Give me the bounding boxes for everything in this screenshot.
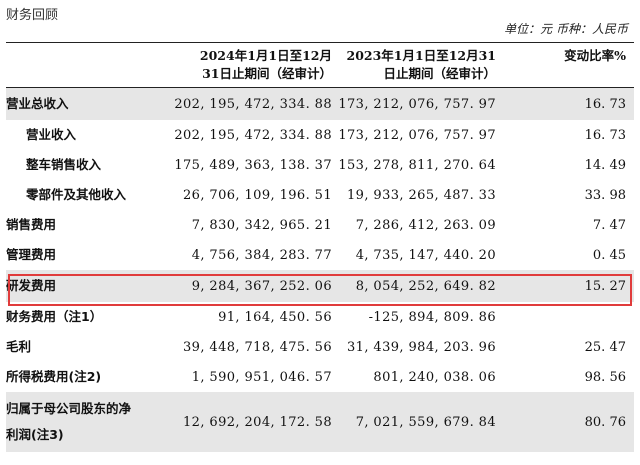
change-rate: 98. 56 [584,369,626,385]
value-2023: 31, 439, 984, 203. 96 [347,339,496,355]
change-rate: 33. 98 [584,187,626,203]
row-label: 毛利 [6,339,32,354]
financial-table: 2024年1月1日至12月 31日止期间（经审计） 2023年1月1日至12月3… [6,43,634,452]
value-2023: 801, 240, 038. 06 [373,369,496,385]
row-label: 零部件及其他收入 [26,187,127,202]
section-title: 财务回顾 [6,8,59,23]
value-2023: 4, 735, 147, 440. 20 [355,247,496,263]
row-label: 销售费用 [6,217,57,232]
row-label: 营业总收入 [6,96,69,111]
table-row: 整车销售收入 175, 489, 363, 138. 37 153, 278, … [6,150,634,180]
header-blank [6,43,174,87]
header-2024: 2024年1月1日至12月 31日止期间（经审计） [199,48,332,81]
table-row: 毛利 39, 448, 718, 475. 56 31, 439, 984, 2… [6,332,634,362]
row-label: 研发费用 [6,278,57,293]
value-2024: 202, 195, 472, 334. 88 [174,127,332,143]
change-rate: 0. 45 [592,247,626,263]
table-row: 财务费用（注1） 91, 164, 450. 56 -125, 894, 809… [6,302,634,332]
table-row: 管理费用 4, 756, 384, 283. 77 4, 735, 147, 4… [6,240,634,270]
change-rate: 16. 73 [584,127,626,143]
value-2023: 173, 212, 076, 757. 97 [338,96,496,112]
table-row: 零部件及其他收入 26, 706, 109, 196. 51 19, 933, … [6,180,634,210]
change-rate: 80. 76 [584,414,626,430]
row-label: 归属于母公司股东的净 利润(注3) [6,401,132,442]
value-2023: 7, 286, 412, 263. 09 [355,217,496,233]
value-2023: 153, 278, 811, 270. 64 [338,157,496,173]
change-rate: 15. 27 [584,278,626,294]
change-rate: 25. 47 [584,339,626,355]
value-2023: -125, 894, 809. 86 [368,309,496,325]
row-label: 整车销售收入 [26,157,102,172]
table-row: 营业总收入 202, 195, 472, 334. 88 173, 212, 0… [6,88,634,120]
value-2024: 9, 284, 367, 252. 06 [191,278,332,294]
unit-note: 单位：元 币种：人民币 [504,22,628,36]
change-rate: 7. 47 [592,217,626,233]
table-header: 2024年1月1日至12月 31日止期间（经审计） 2023年1月1日至12月3… [6,43,634,88]
row-label: 管理费用 [6,247,57,262]
value-2024: 91, 164, 450. 56 [218,309,332,325]
value-2024: 202, 195, 472, 334. 88 [174,96,332,112]
row-label: 所得税费用(注2) [6,369,102,384]
row-label: 财务费用（注1） [6,309,103,324]
table-row: 所得税费用(注2) 1, 590, 951, 046. 57 801, 240,… [6,362,634,392]
header-change: 变动比率% [564,48,626,63]
header-2023: 2023年1月1日至12月31 日止期间（经审计） [346,48,496,81]
change-rate: 14. 49 [584,157,626,173]
value-2024: 175, 489, 363, 138. 37 [174,157,332,173]
value-2024: 1, 590, 951, 046. 57 [191,369,332,385]
value-2023: 8, 054, 252, 649. 82 [355,278,496,294]
value-2024: 4, 756, 384, 283. 77 [191,247,332,263]
value-2023: 173, 212, 076, 757. 97 [338,127,496,143]
table-row: 销售费用 7, 830, 342, 965. 21 7, 286, 412, 2… [6,210,634,240]
value-2023: 7, 021, 559, 679. 84 [355,414,496,430]
table-row: 营业收入 202, 195, 472, 334. 88 173, 212, 07… [6,120,634,150]
change-rate: 16. 73 [584,96,626,112]
value-2024: 39, 448, 718, 475. 56 [183,339,332,355]
value-2024: 7, 830, 342, 965. 21 [191,217,332,233]
value-2024: 26, 706, 109, 196. 51 [183,187,332,203]
highlight-box [8,274,632,306]
table-row: 归属于母公司股东的净 利润(注3) 12, 692, 204, 172. 58 … [6,392,634,452]
value-2024: 12, 692, 204, 172. 58 [183,414,332,430]
top-rule [6,42,634,43]
row-label: 营业收入 [26,127,77,142]
value-2023: 19, 933, 265, 487. 33 [347,187,496,203]
